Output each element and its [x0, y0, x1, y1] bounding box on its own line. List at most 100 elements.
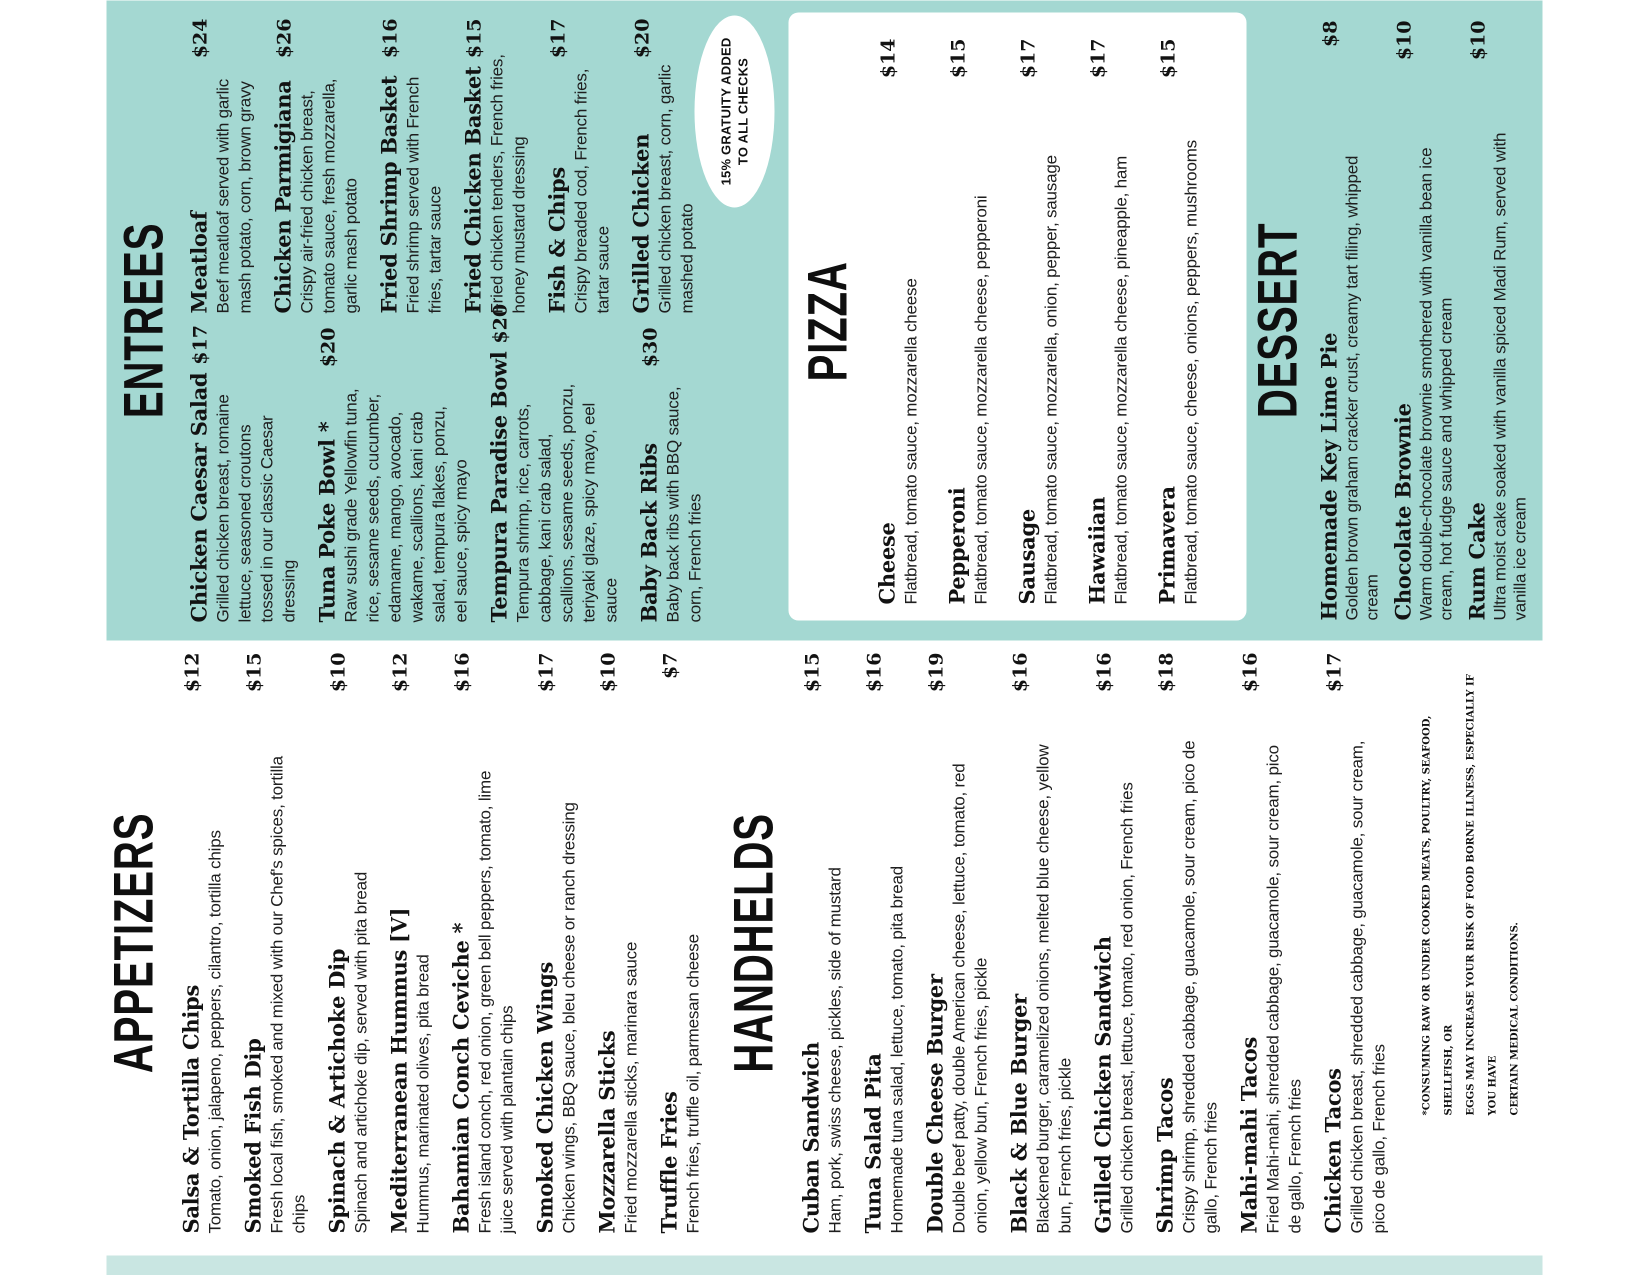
consumption-disclaimer: *CONSUMING RAW OR UNDER COOKED MEATS, PO… [1421, 673, 1520, 1115]
item-description: Homemade tuna salad, lettuce, tomato, pi… [887, 865, 906, 1233]
dessert-list: Homemade Key Lime Pie $8 Golden brown gr… [1316, 20, 1530, 620]
appetizers-list: Salsa & Tortilla Chips $12 Tomato, onion… [178, 652, 704, 1233]
item-name: Tuna Poke Bowl * [314, 421, 339, 622]
menu-item-row: Salsa & Tortilla Chips $12 [178, 652, 204, 1233]
item-name: Grilled Chicken Sandwich [1090, 935, 1115, 1233]
menu-item-row: Fried Chicken Basket $15 [460, 18, 486, 313]
dessert-heading: DESSERT [1245, 222, 1308, 418]
item-name: Shrimp Tacos [1152, 1077, 1177, 1233]
menu-item-row: Chocolate Brownie $10 [1390, 20, 1416, 620]
item-name: Black & Blue Burger [1006, 993, 1031, 1233]
menu-item: Mediterranean Hummus [V] $12 Hummus, mar… [386, 652, 434, 1233]
item-name: Truffle Fries [656, 1090, 681, 1233]
item-description: Crispy air-fried chicken breast, tomato … [297, 78, 360, 313]
item-price: $17 [1017, 38, 1039, 78]
appetizers-heading: APPETIZERS [101, 812, 164, 1073]
item-description: Crispy shrimp, shredded cabbage, guacamo… [1179, 740, 1220, 1233]
item-price: $15 [1157, 38, 1179, 78]
menu-item-row: Spinach & Artichoke Dip $10 [324, 652, 350, 1233]
item-description: Grilled chicken breast, corn, garlic mas… [655, 64, 696, 313]
menu-item: Chocolate Brownie $10 Warm double-chocol… [1390, 20, 1456, 620]
item-description: Ultra moist cake soaked with vanilla spi… [1490, 132, 1529, 620]
menu-item: Double Cheese Burger $19 Double beef pat… [922, 652, 992, 1233]
item-description: Flatbread, tomato sauce, mozzarella chee… [901, 277, 920, 604]
item-price: $17 [535, 652, 557, 692]
menu-item-row: Chicken Parmigiana $26 [270, 18, 296, 313]
item-description: Raw sushi grade Yellowfin tuna, rice, se… [341, 388, 470, 622]
item-price: $15 [243, 652, 265, 692]
menu-item: Fried Shrimp Basket $16 Fried shrimp ser… [376, 18, 446, 313]
item-price: $17 [547, 18, 569, 58]
menu-item: Homemade Key Lime Pie $8 Golden brown gr… [1316, 20, 1382, 620]
menu-item-row: Grilled Chicken Sandwich $16 [1090, 652, 1116, 1233]
item-price: $16 [1093, 652, 1115, 692]
entrees-columns: Chicken Caesar Salad $17 Grilled chicken… [186, 18, 720, 622]
menu-item-row: Rum Cake $10 [1464, 20, 1490, 620]
menu-item-row: Cuban Sandwich $15 [798, 652, 824, 1233]
item-description: Grilled chicken breast, lettuce, tomato,… [1117, 781, 1136, 1233]
menu-item-row: Pepperoni $15 [944, 38, 970, 604]
menu-item-row: Fried Shrimp Basket $16 [376, 18, 402, 313]
item-name: Chicken Parmigiana [270, 79, 295, 313]
item-name: Grilled Chicken [628, 133, 653, 313]
menu-item-row: Double Cheese Burger $19 [922, 652, 948, 1233]
item-description: Flatbread, tomato sauce, mozzarella, oni… [1041, 154, 1060, 604]
item-name: Tuna Salad Pita [860, 1052, 885, 1233]
item-price: $17 [1087, 38, 1109, 78]
menu-item: Smoked Chicken Wings $17 Chicken wings, … [532, 652, 580, 1233]
item-name: Chicken Tacos [1320, 1067, 1345, 1233]
item-name: Fish & Chips [544, 166, 569, 313]
item-name: Cuban Sandwich [798, 1041, 823, 1234]
item-price: $10 [1467, 20, 1489, 60]
entrees-heading: ENTREES [111, 222, 174, 418]
item-price: $30 [639, 327, 661, 367]
entrees-column-1: Chicken Caesar Salad $17 Grilled chicken… [186, 303, 720, 622]
item-description: Flatbread, tomato sauce, mozzarella chee… [1111, 155, 1130, 604]
menu-item-row: Tempura Paradise Bowl $20 [486, 303, 512, 622]
item-name: Homemade Key Lime Pie [1316, 332, 1341, 620]
item-name: Salsa & Tortilla Chips [178, 984, 203, 1233]
item-name: Mahi-mahi Tacos [1236, 1036, 1261, 1233]
menu-item: Fried Chicken Basket $15 Fried chicken t… [460, 18, 530, 313]
item-price: $20 [631, 18, 653, 58]
menu-item-row: Baby Back Ribs $30 [636, 327, 662, 622]
item-name: Sausage [1014, 508, 1039, 604]
item-description: Flatbread, tomato sauce, mozzarella chee… [971, 195, 990, 604]
item-price: $16 [1009, 652, 1031, 692]
menu-item-row: Mozzarella Sticks $10 [594, 652, 620, 1233]
handhelds-list: Cuban Sandwich $15 Ham, pork, swiss chee… [798, 652, 1390, 1233]
gratuity-badge: 15% GRATUITY ADDED TO ALL CHECKS [694, 15, 774, 207]
menu-item: Smoked Fish Dip $15 Fresh local fish, sm… [240, 652, 310, 1233]
item-price: $7 [659, 652, 681, 679]
menu-item-row: Sausage $17 [1014, 38, 1040, 604]
item-price: $17 [189, 324, 211, 365]
item-description: Baby back ribs with BBQ sauce, corn, Fre… [663, 386, 704, 622]
menu-item: Baby Back Ribs $30 Baby back ribs with B… [636, 327, 706, 622]
item-name: Tempura Paradise Bowl [486, 351, 511, 622]
item-price: $15 [801, 652, 823, 692]
menu-item-row: Mahi-mahi Tacos $16 [1236, 652, 1262, 1233]
item-name: Pepperoni [944, 487, 969, 604]
menu-item-row: Meatloaf $24 [186, 18, 212, 313]
menu-item: Chicken Parmigiana $26 Crispy air-fried … [270, 18, 362, 313]
menu-item: Grilled Chicken Sandwich $16 Grilled chi… [1090, 652, 1138, 1233]
menu-item-row: Cheese $14 [874, 38, 900, 604]
menu-item-row: Black & Blue Burger $16 [1006, 652, 1032, 1233]
menu-item: Cuban Sandwich $15 Ham, pork, swiss chee… [798, 652, 846, 1233]
menu-item-row: Tuna Salad Pita $16 [860, 652, 886, 1233]
item-description: Hummus, marinated olives, pita bread [413, 953, 432, 1233]
item-description: Grilled chicken breast, shredded cabbage… [1347, 740, 1388, 1233]
menu-item: Mozzarella Sticks $10 Fried mozzarella s… [594, 652, 642, 1233]
item-description: Warm double-chocolate brownie smothered … [1416, 147, 1455, 620]
entrees-column-2: Meatloaf $24 Beef meatloaf served with g… [186, 18, 720, 313]
menu-item-row: Shrimp Tacos $18 [1152, 652, 1178, 1233]
item-name: Spinach & Artichoke Dip [324, 948, 349, 1233]
menu-item-row: Tuna Poke Bowl * $20 [314, 327, 340, 622]
item-price: $18 [1155, 652, 1177, 692]
menu-item-row: Bahamian Conch Ceviche * $16 [448, 652, 474, 1233]
item-description: Ham, pork, swiss cheese, pickles, side o… [825, 866, 844, 1233]
menu-item: Shrimp Tacos $18 Crispy shrimp, shredded… [1152, 652, 1222, 1233]
menu-item-row: Grilled Chicken $20 [628, 18, 654, 313]
item-name: Mozzarella Sticks [594, 1030, 619, 1233]
item-name: Chicken Caesar Salad [186, 372, 211, 622]
